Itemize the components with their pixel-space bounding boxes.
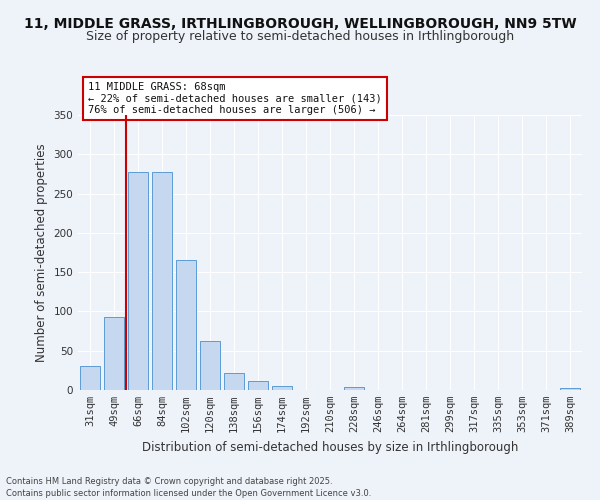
X-axis label: Distribution of semi-detached houses by size in Irthlingborough: Distribution of semi-detached houses by … <box>142 440 518 454</box>
Bar <box>344 387 364 390</box>
Bar <box>272 386 292 390</box>
Bar <box>248 382 268 390</box>
Y-axis label: Number of semi-detached properties: Number of semi-detached properties <box>35 143 48 362</box>
Text: 11 MIDDLE GRASS: 68sqm
← 22% of semi-detached houses are smaller (143)
76% of se: 11 MIDDLE GRASS: 68sqm ← 22% of semi-det… <box>88 82 382 115</box>
Text: 11, MIDDLE GRASS, IRTHLINGBOROUGH, WELLINGBOROUGH, NN9 5TW: 11, MIDDLE GRASS, IRTHLINGBOROUGH, WELLI… <box>23 18 577 32</box>
Bar <box>176 260 196 390</box>
Bar <box>128 172 148 390</box>
Bar <box>200 342 220 390</box>
Bar <box>560 388 580 390</box>
Bar <box>152 172 172 390</box>
Text: Contains HM Land Registry data © Crown copyright and database right 2025.
Contai: Contains HM Land Registry data © Crown c… <box>6 476 371 498</box>
Bar <box>80 366 100 390</box>
Bar <box>104 317 124 390</box>
Bar <box>224 372 244 390</box>
Text: Size of property relative to semi-detached houses in Irthlingborough: Size of property relative to semi-detach… <box>86 30 514 43</box>
